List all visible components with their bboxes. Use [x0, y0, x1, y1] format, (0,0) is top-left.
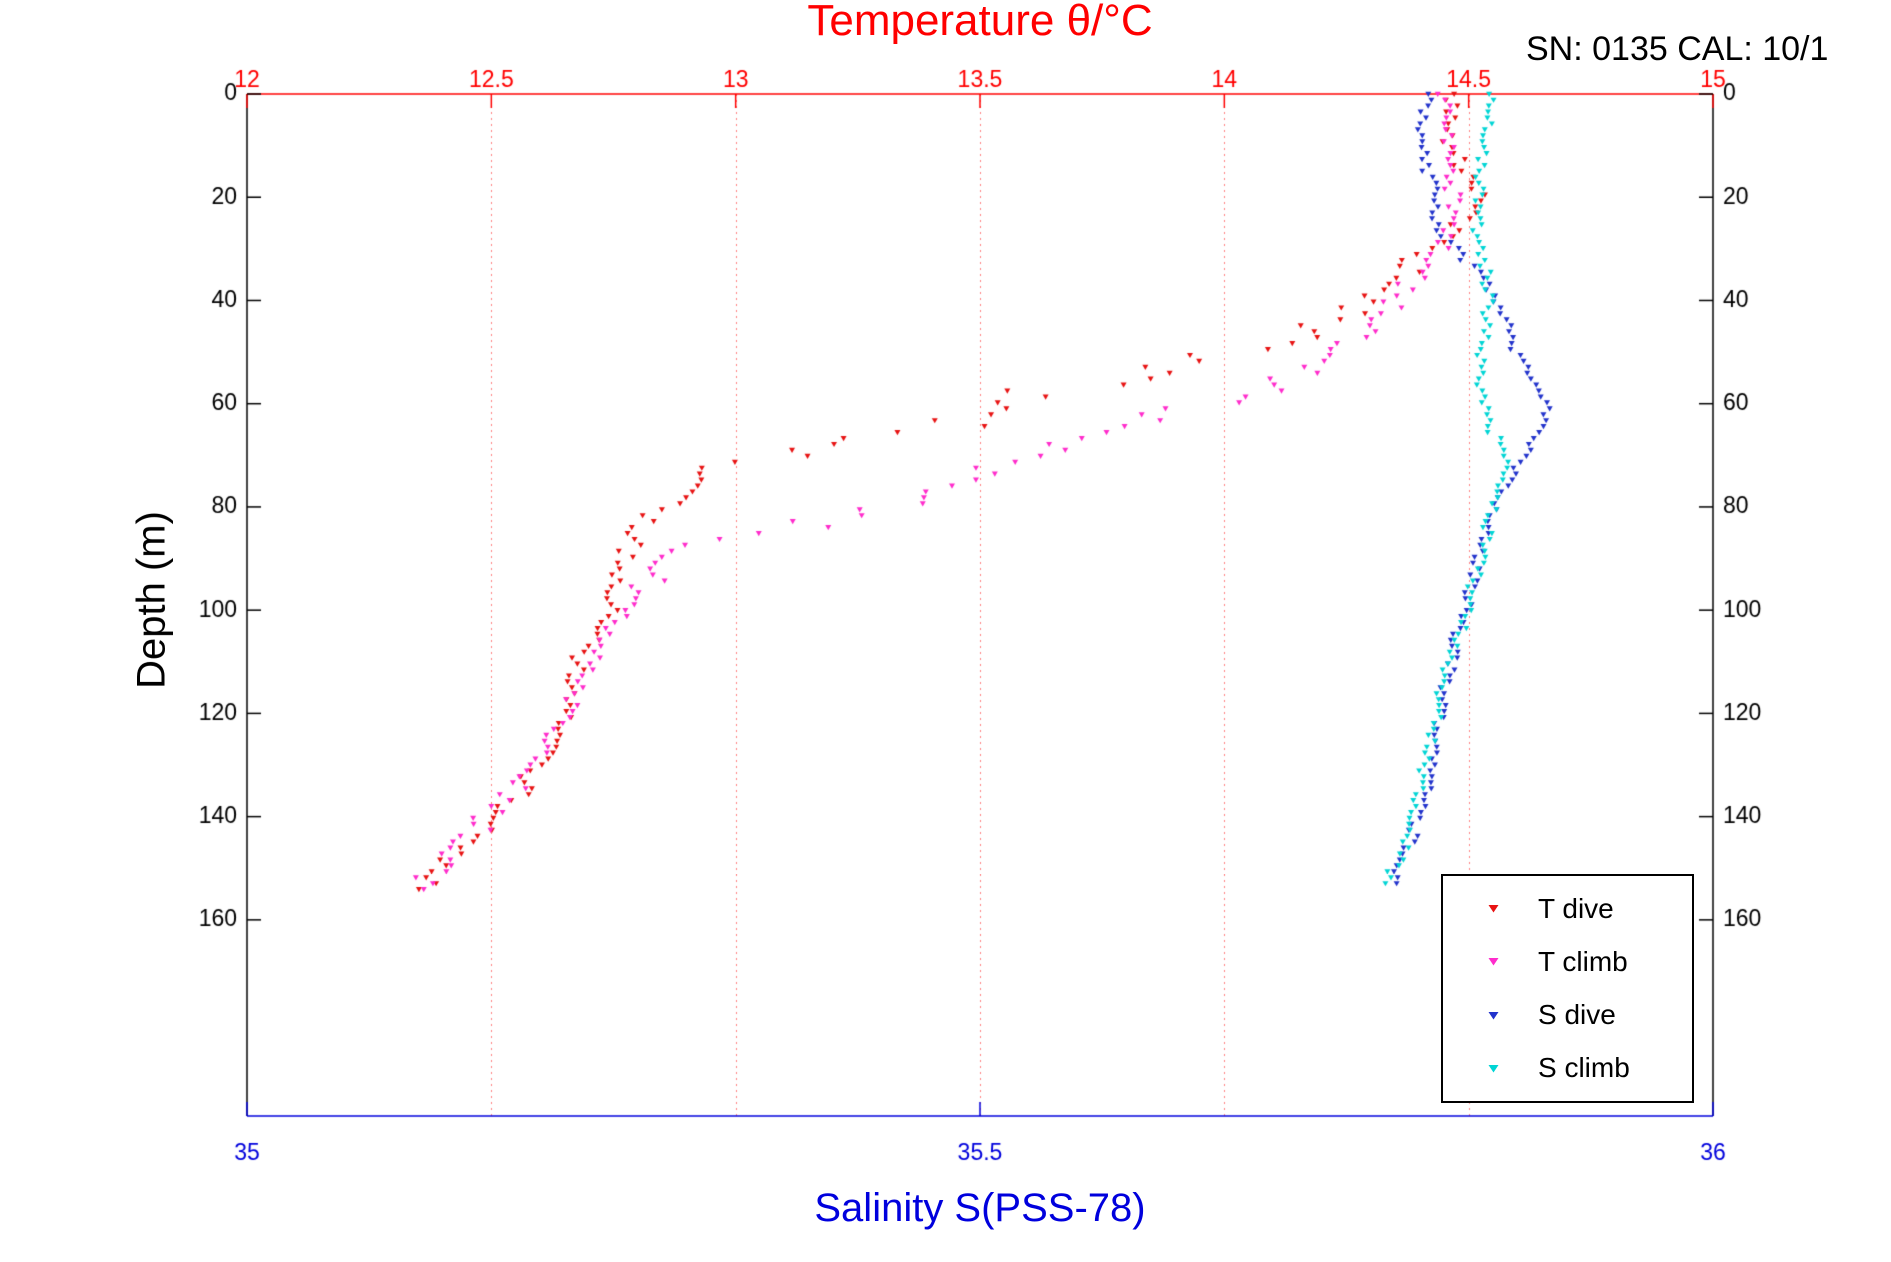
t-climb-marker-icon	[1488, 958, 1499, 966]
s-dive-marker-icon	[1488, 1011, 1499, 1020]
legend-label: S dive	[1538, 999, 1616, 1031]
legend-item: T dive	[1487, 893, 1692, 925]
legend-label: S climb	[1538, 1052, 1630, 1084]
t-dive-marker-icon	[1488, 905, 1499, 913]
legend-label: T climb	[1538, 945, 1628, 977]
s-climb-marker-icon	[1488, 1064, 1499, 1073]
y-axis-label: Depth (m)	[129, 511, 174, 689]
legend-label: T dive	[1538, 892, 1614, 924]
device-info: SN: 0135 CAL: 10/1	[1526, 30, 1829, 68]
legend: T dive T climb S dive S climb	[1441, 874, 1694, 1103]
legend-item: T climb	[1487, 946, 1692, 978]
chart-title: Temperature θ/°C	[807, 0, 1153, 45]
legend-item: S climb	[1487, 1052, 1692, 1084]
x-axis-label-bottom: Salinity S(PSS-78)	[814, 1186, 1146, 1230]
legend-item: S dive	[1487, 999, 1692, 1031]
